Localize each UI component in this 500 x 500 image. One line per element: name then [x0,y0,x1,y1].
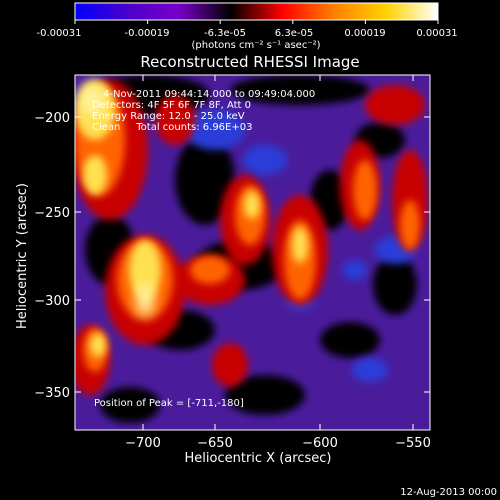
colorbar-tick-label: 0.00019 [344,28,385,39]
colorbar-tick-label: 0.00031 [416,28,457,39]
x-axis-label: Heliocentric X (arcsec) [185,451,332,466]
colorbar-tick-label: -0.00019 [125,28,170,39]
colorbar-tick-label: -6.3e-05 [204,28,246,39]
x-tick-label: −550 [395,436,431,451]
y-tick-label: −350 [34,386,70,401]
y-tick-label: −200 [34,111,70,126]
energy-range-text: Energy Range: 12.0 - 25.0 keV [92,111,245,122]
rhessi-image [75,75,430,430]
colorbar-tick-label: 6.3e-05 [275,28,313,39]
footer-date: 12-Aug-2013 00:00 [400,487,497,498]
colorbar: -0.00031 -0.00019 -6.3e-05 6.3e-05 0.000… [37,2,458,51]
y-tick-label: −250 [34,206,70,221]
plot-frame [74,74,431,431]
x-tick-label: −650 [197,436,233,451]
annotation-block: 4-Nov-2011 09:44:14.000 to 09:49:04.000 … [92,89,315,133]
y-axis-ticks [75,116,430,393]
x-tick-label: −600 [302,436,338,451]
x-tick-label: −700 [125,436,161,451]
detectors-text: Detectors: 4F 5F 6F 7F 8F, Att 0 [92,100,251,111]
plot-title: Reconstructed RHESSI Image [140,53,359,71]
colorbar-ticks [74,20,439,24]
method-counts-text: Clean Total counts: 6.96E+03 [92,122,252,133]
time-range-text: 4-Nov-2011 09:44:14.000 to 09:49:04.000 [103,89,315,100]
colorbar-units-label: (photons cm⁻² s⁻¹ asec⁻²) [191,40,320,51]
colorbar-strip [74,2,439,21]
peak-position-text: Position of Peak = [-711,-180] [94,398,244,409]
x-axis-ticks [142,75,414,430]
y-tick-label: −300 [34,294,70,309]
colorbar-tick-label: -0.00031 [37,28,82,39]
image-peak-regions [80,84,154,316]
y-axis-label: Heliocentric Y (arcsec) [15,183,30,329]
